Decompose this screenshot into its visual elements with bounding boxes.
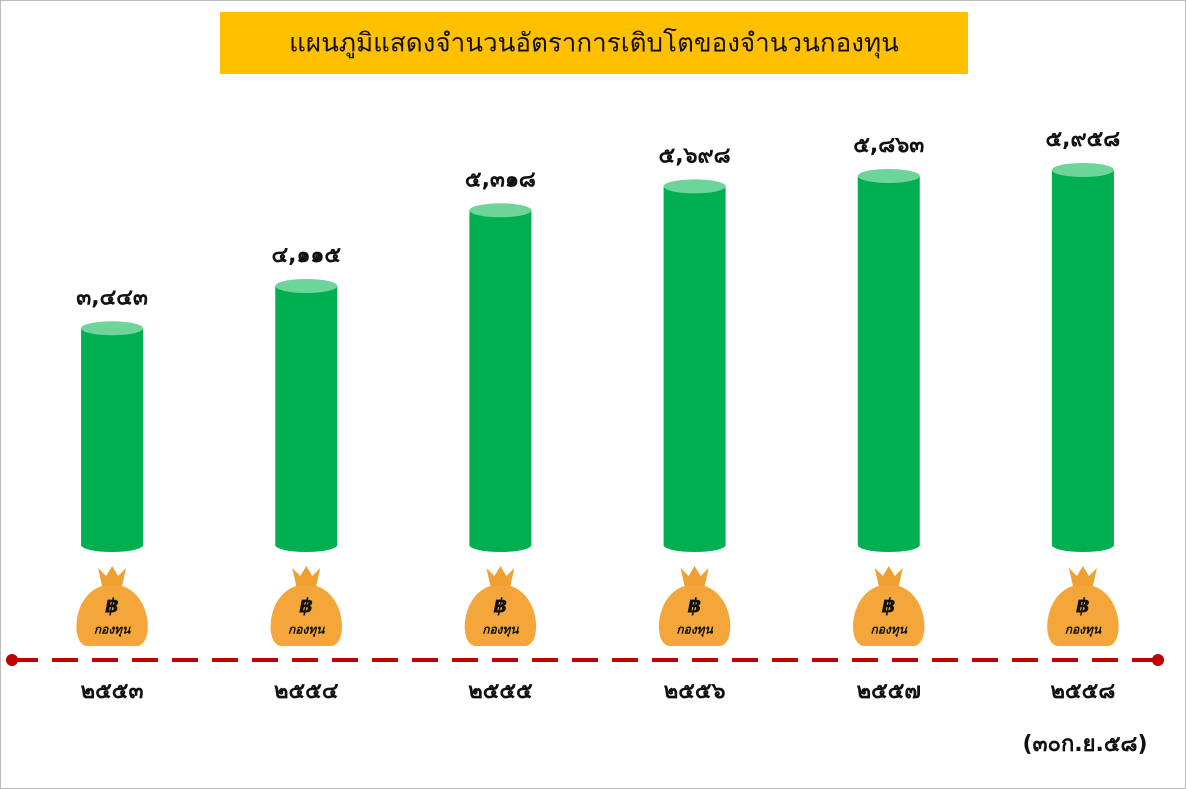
bag-symbol: ฿ <box>105 594 119 618</box>
x-tick-label: ๒๕๕๖ <box>664 679 726 704</box>
bar <box>81 321 144 552</box>
bar-cap <box>663 179 726 194</box>
value-label: ๓,๔๔๓ <box>76 285 148 310</box>
bar-body <box>275 285 338 552</box>
value-label: ๕,๙๕๘ <box>1046 127 1121 152</box>
value-label: ๔,๑๑๕ <box>271 243 341 268</box>
bag-knot <box>486 566 515 586</box>
bag-icon: ฿กองทุน <box>76 566 148 646</box>
bag-body <box>76 586 148 646</box>
x-tick-label: ๒๕๕๓ <box>81 679 144 704</box>
bag-body <box>853 586 925 646</box>
bag-symbol: ฿ <box>493 594 507 618</box>
title-box <box>220 12 968 74</box>
bag-label: กองทุน <box>1065 623 1102 638</box>
bar-cap <box>469 203 532 218</box>
value-label: ๕,๖๙๘ <box>659 143 731 168</box>
bag-knot <box>98 566 127 586</box>
x-tick-label: ๒๕๕๗ <box>857 679 921 704</box>
bar <box>469 203 532 552</box>
bag-icon: ฿กองทุน <box>853 566 925 646</box>
bar-body <box>81 328 144 552</box>
bar-cap <box>857 168 920 183</box>
bag-label: กองทุน <box>676 623 713 638</box>
bag-symbol: ฿ <box>299 594 313 618</box>
bag-icon: ฿กองทุน <box>270 566 342 646</box>
bag-symbol: ฿ <box>1076 594 1090 618</box>
bar-cap <box>81 321 144 336</box>
bar-body <box>857 175 920 552</box>
bag-label: กองทุน <box>871 623 908 638</box>
bag-knot <box>292 566 321 586</box>
bar-body <box>663 186 726 552</box>
bag-icon: ฿กองทุน <box>1047 566 1119 646</box>
x-tick-label: ๒๕๕๘ <box>1051 679 1116 704</box>
timeline-dot <box>1152 654 1164 666</box>
bag-label: กองทุน <box>288 623 325 638</box>
bar <box>857 168 920 552</box>
bag-icon: ฿กองทุน <box>464 566 537 646</box>
bar-cap <box>1051 163 1114 177</box>
x-tick-label: ๒๕๕๔ <box>274 679 339 704</box>
x-tick-label: ๒๕๕๕ <box>468 679 533 704</box>
bar-cap <box>275 278 338 293</box>
bar <box>663 179 726 552</box>
bag-symbol: ฿ <box>688 594 702 618</box>
timeline-dot <box>6 654 18 666</box>
bag-body <box>464 586 537 646</box>
bar-body <box>1051 170 1114 552</box>
bag-knot <box>1068 566 1097 586</box>
bar-body <box>469 210 532 552</box>
bag-body <box>270 586 342 646</box>
value-label: ๕,๘๖๓ <box>853 133 924 158</box>
bag-knot <box>680 566 709 586</box>
chart-title: แผนภูมิแสดงจำนวนอัตราการเติบโตของจำนวนกอ… <box>289 28 899 59</box>
bar <box>1051 163 1114 552</box>
bag-body <box>658 586 731 646</box>
bag-symbol: ฿ <box>882 594 896 618</box>
bag-icon: ฿กองทุน <box>658 566 731 646</box>
value-label: ๕,๓๑๘ <box>465 167 536 192</box>
annotation: (๓๐ก.ย.๕๘) <box>1022 732 1147 757</box>
bag-body <box>1047 586 1119 646</box>
bag-label: กองทุน <box>94 623 131 638</box>
bar <box>275 278 338 552</box>
bag-knot <box>874 566 903 586</box>
bag-label: กองทุน <box>482 623 519 638</box>
